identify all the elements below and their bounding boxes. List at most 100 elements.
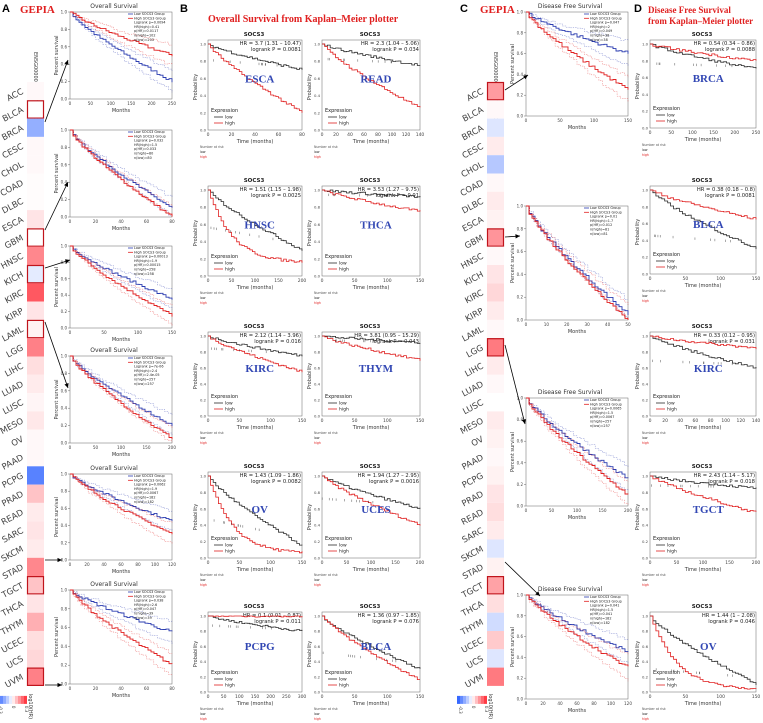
gepia-os-5-xtick-label: 60 [144,686,150,691]
km-os-thca-axes [321,185,421,277]
gepia-os-4-stat: High SOCS3 Group [134,478,166,482]
c-label-acc: ACC [465,87,485,104]
km-dfs-brca-legend-low: low [667,113,675,119]
km-os-uces: SOCS3 HR = 1.94 (1.27 – 2.95)logrank P = … [307,464,424,587]
gepia-os-0-ytick-label: 0.0 [61,97,68,102]
km-os-esca-ytick-label: 0.0 [200,128,207,133]
km-os-thca-label: THCA [360,220,392,232]
km-os-uces-xtick-label: 0 [321,560,324,566]
km-os-thca-xtick-label: 100 [383,278,392,284]
km-dfs-kirc-xlabel: Time (months) [684,425,722,431]
gepia-os-1-ytick-label: 0.8 [61,145,68,150]
km-dfs-tgct-xtick-label: 50 [674,560,680,566]
km-os-pcpg-ylabel: Probability [193,641,199,667]
gepia-os-1: 0.0 0.2 0.4 0.6 0.8 1.0 0 20 40 60 80 Months Percent… [54,128,175,233]
km-os-pcpg-xtick-label: 50 [221,694,227,700]
a-cell-skcm [27,539,44,558]
gepia-os-0-ci-high [70,11,173,65]
c-cell-luad [487,374,504,394]
gepia-os-3-ytick-label: 0.4 [61,406,68,411]
km-os-blca-axes [321,611,421,693]
km-dfs-brca-xtick-label: 200 [731,130,740,136]
a-label-thca: THCA [0,599,26,619]
panel-b-title: Overall Survival from Kaplan–Meier plott… [208,14,399,25]
km-os-esca-curve-high [208,43,303,113]
gepia-os-3: Overall Survival 0.0 0.2 0.4 0.6 0.8 1.0 0 50 100… [54,347,176,458]
gepia-os-0-curve-low [70,11,173,83]
km-dfs-blca-legend-high: high [667,265,677,271]
km-dfs-ov-ytick-label: 0.2 [642,674,649,679]
km-os-uces-xtick-label: 100 [367,560,376,566]
km-os-pcpg-ytick-label: 0.4 [200,659,207,664]
km-os-uces-gene: SOCS3 [360,464,381,470]
km-os-esca-ytick-label: 0.4 [200,93,207,98]
gepia-os-4-xtick-label: 100 [151,562,159,567]
km-dfs-blca-ytick-label: 0.4 [642,238,649,243]
gepia-dfs-0-ytick-label: 0.4 [517,72,524,77]
gepia-os-4-stat: Logrank p=0.0062 [134,483,166,487]
km-dfs-brca-xlabel: Time (months) [684,137,722,143]
c-label-skcm: SKCM [460,544,486,564]
km-os-thca-xtick-label: 50 [352,278,358,284]
a-legend-swatch [0,695,3,704]
km-os-thym-ytick-label: 0.2 [314,398,321,403]
gepia-os-1-stat: n(low)=80 [134,156,152,160]
km-os-read-xtick-label: 80 [375,132,381,138]
arrow-c-acc [504,74,529,91]
c-cell-lihc [487,356,504,375]
gepia-os-5-xtick-label: 80 [169,686,175,691]
km-dfs-ov-curve-high [650,615,757,690]
km-os-read: SOCS3 HR = 2.3 (1.04 – 5.06)logrank P = 0… [307,32,424,159]
gepia-dfs-1-stat: n(low)=81 [590,232,608,236]
c-label-sarc: SARC [461,526,486,546]
c-label-gbm: GBM [463,233,485,251]
km-os-ov-xtick-label: 0 [207,560,210,566]
gepia-dfs-0-ytick-label: 1.0 [517,10,524,15]
km-dfs-blca-curve-high [650,189,757,220]
c-label-uvm: UVM [464,673,486,691]
a-cell-prad [27,484,44,503]
km-os-hnsc-label: HNSC [244,220,275,232]
km-os-uces-label: UCES [361,504,390,516]
km-os-hnsc-risk-low: low [200,296,206,300]
gepia-dfs-2-ytick-label: 0.0 [517,504,524,509]
gepia-dfs-0-stat: HR(high)=2 [590,25,610,29]
km-os-kirc-ytick-label: 0.6 [200,366,207,371]
a-label-esca: ESCA [1,215,26,234]
km-os-ov-axes [207,471,303,559]
c-box-tgct [486,575,505,595]
km-os-thym-axes [321,331,421,417]
a-label-skcm: SKCM [0,544,25,564]
c-box-acc [486,81,505,101]
km-os-ov-risk-header: Number at risk [200,573,224,577]
gepia-os-3-xlabel: Months [112,452,131,458]
gepia-dfs-0: Disease Free Survival 0.0 0.2 0.4 0.6 0.8 1.0 0… [510,3,632,131]
km-os-ov-ytick-label: 0.6 [200,506,207,511]
a-cell-tgct [27,576,44,595]
gepia-os-1-ytick-label: 0.6 [61,162,68,167]
gepia-dfs-3-axes [525,594,629,700]
km-os-kirc-legend-title: Expression [211,394,238,400]
km-dfs-ov-xtick-label: 100 [716,694,725,700]
km-os-thca-curve-high [322,189,421,212]
a-cell-meso [27,411,44,430]
c-cell-kirp [487,301,504,320]
km-os-ov: SOCS3 HR = 1.43 (1.09 – 1.86)logrank P = … [193,464,306,587]
km-os-ov-ytick-label: 0.2 [200,539,207,544]
a-box-tgct [26,575,45,595]
km-os-read-xtick-label: 140 [416,132,425,138]
km-dfs-tgct-xtick-label: 0 [649,560,652,566]
gepia-dfs-2-stat: p(HR)=0.0067 [590,415,614,419]
gepia-os-0: Overall Survival 0.0 0.2 0.4 0.6 0.8 1.0 0 50 100… [54,3,176,114]
a-heatmap: ENSG00000184557.4 (SOCS3)ACCBLCABRCACESC… [0,52,45,719]
a-cell-chol [27,155,44,174]
gepia-os-4-xtick-label: 0 [69,562,72,567]
km-os-esca-xtick-label: 80 [299,132,305,138]
km-os-esca-curve-low [208,43,303,70]
km-os-kirc-ytick-label: 1.0 [200,334,207,339]
km-os-read-ytick-label: 0.4 [314,93,321,98]
gepia-dfs-1-stat: n(high)=81 [590,228,609,232]
km-dfs-tgct-risk-header: Number at risk [642,573,666,577]
km-dfs-ov: SOCS3 HR = 1.44 (1 – 2.08)logrank P = 0.0… [635,604,760,721]
km-os-uces-hr: HR = 1.94 (1.27 – 2.95) [358,473,419,479]
